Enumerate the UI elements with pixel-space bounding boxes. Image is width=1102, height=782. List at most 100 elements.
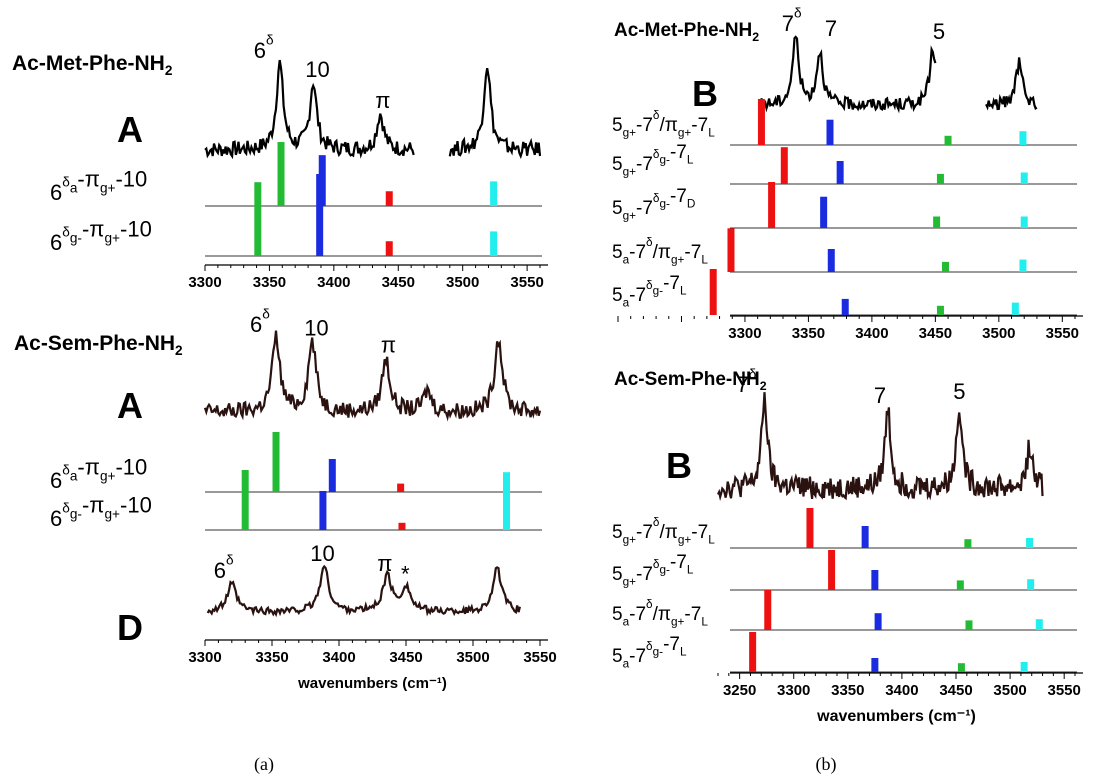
stick-cyan <box>1026 538 1034 548</box>
sub-text: g- <box>659 564 670 577</box>
stick-cyan <box>1019 131 1027 145</box>
stick-blue <box>316 174 324 256</box>
sub-text: g+ <box>623 126 637 139</box>
sup-text: δ <box>646 279 653 292</box>
x-tick-label: 3500 <box>993 682 1026 699</box>
stick-blue <box>827 249 835 272</box>
base-text: -7 <box>636 522 653 543</box>
stick-cyan <box>1035 619 1043 630</box>
stick-blue <box>871 658 879 672</box>
base-text: -10 <box>120 216 152 241</box>
sub-text: g+ <box>678 533 692 546</box>
base-text: 6 <box>50 180 62 205</box>
x-tick-label: 3350 <box>255 649 288 666</box>
base-text: -7 <box>663 273 680 294</box>
base-text: 5 <box>612 198 623 219</box>
base-text: 7 <box>874 383 886 408</box>
base-text: -7 <box>636 115 653 136</box>
base-text: 5 <box>612 564 623 585</box>
sub-text: a <box>623 615 630 628</box>
panel-letter: D <box>117 607 143 648</box>
base-text: -7 <box>629 242 646 263</box>
stick-green <box>957 663 965 672</box>
base-text: 5 <box>612 242 623 263</box>
stick-blue <box>841 298 849 315</box>
stick-blue <box>820 196 828 228</box>
experimental-spectrum-trace <box>204 59 415 160</box>
peak-label: 7 <box>825 16 837 41</box>
conformer-label: 6δg--πg+-10 <box>50 216 152 255</box>
x-tick-label: 3350 <box>792 325 825 342</box>
base-text: -π <box>77 166 100 191</box>
stick-blue <box>826 119 834 145</box>
sub-text: a <box>623 657 630 670</box>
experimental-spectrum-trace <box>985 57 1038 111</box>
stick-blue <box>871 570 879 590</box>
base-text: 7 <box>737 372 749 397</box>
conformer-label: 6δa-πg+-10 <box>50 454 147 493</box>
sub-text: g+ <box>623 209 637 222</box>
base-text: 5 <box>612 522 623 543</box>
stick-green <box>942 261 950 272</box>
stick-red <box>768 182 776 228</box>
stick-cyan <box>1020 662 1028 672</box>
sup-text: δ <box>646 598 653 611</box>
stick-green <box>936 305 944 315</box>
sub-text: g+ <box>671 615 685 628</box>
base-text: -10 <box>120 492 152 517</box>
sub-text: L <box>708 126 715 139</box>
x-tick-label: 3400 <box>855 325 888 342</box>
experimental-spectrum-trace <box>448 68 542 160</box>
sub-text: D <box>687 198 696 211</box>
peak-label: π <box>375 88 390 113</box>
base-text: -7 <box>670 142 687 163</box>
stick-red <box>806 508 814 548</box>
molecule-title: Ac-Met-Phe-NH2 <box>12 52 173 78</box>
sub-text: g+ <box>100 181 116 196</box>
stick-green <box>933 216 941 228</box>
sub-text: g- <box>70 507 82 522</box>
panel-letter: A <box>117 109 143 150</box>
base-text: /π <box>653 604 671 625</box>
x-tick-label: 3550 <box>1047 682 1080 699</box>
base-text: -7 <box>670 552 687 573</box>
sup-text: δ <box>226 552 234 567</box>
base-text: -7 <box>629 646 646 667</box>
base-text: 7 <box>782 11 794 36</box>
base-text: -7 <box>636 154 653 175</box>
stick-red <box>398 522 406 530</box>
x-tick-label: 3450 <box>382 274 415 291</box>
x-tick-label: 3450 <box>389 649 422 666</box>
sub-text: g- <box>653 646 664 659</box>
stick-red <box>780 147 788 184</box>
conformer-label: 5g+-7δg--7L <box>612 142 694 178</box>
molecule-title: Ac-Sem-Phe-NH2 <box>14 332 183 358</box>
sub-text: L <box>687 564 694 577</box>
stick-red <box>397 483 405 492</box>
base-text: /π <box>659 522 677 543</box>
base-text: -7 <box>629 285 646 306</box>
sub-text: a <box>623 253 630 266</box>
stick-blue <box>836 161 844 184</box>
conformer-label: 5a-7δ/πg+-7L <box>612 236 708 266</box>
peak-label: 5 <box>953 379 965 404</box>
panel-letter: A <box>117 385 143 426</box>
sub-text: g+ <box>100 469 116 484</box>
x-axis-label: wavenumbers (cm⁻¹) <box>816 708 976 725</box>
conformer-label: 5g+-7δ/πg+-7L <box>612 516 715 546</box>
base-text: -10 <box>115 454 147 479</box>
sup-text: δ <box>62 174 70 189</box>
sup-text: δ <box>653 558 660 571</box>
base-text: 10 <box>305 57 329 82</box>
base-text: 6 <box>50 506 62 531</box>
stick-red <box>727 228 735 272</box>
conformer-label: 5a-7δ/πg+-7L <box>612 598 708 628</box>
base-text: -7 <box>636 564 653 585</box>
experimental-spectrum-d-trace <box>206 564 521 618</box>
peak-label: 10 <box>310 541 334 566</box>
stick-blue <box>861 526 869 548</box>
sup-text: δ <box>266 32 274 47</box>
sup-text: δ <box>646 236 653 249</box>
peak-label: 10 <box>304 316 328 341</box>
molecule-title: Ac-Met-Phe-NH2 <box>614 20 759 44</box>
